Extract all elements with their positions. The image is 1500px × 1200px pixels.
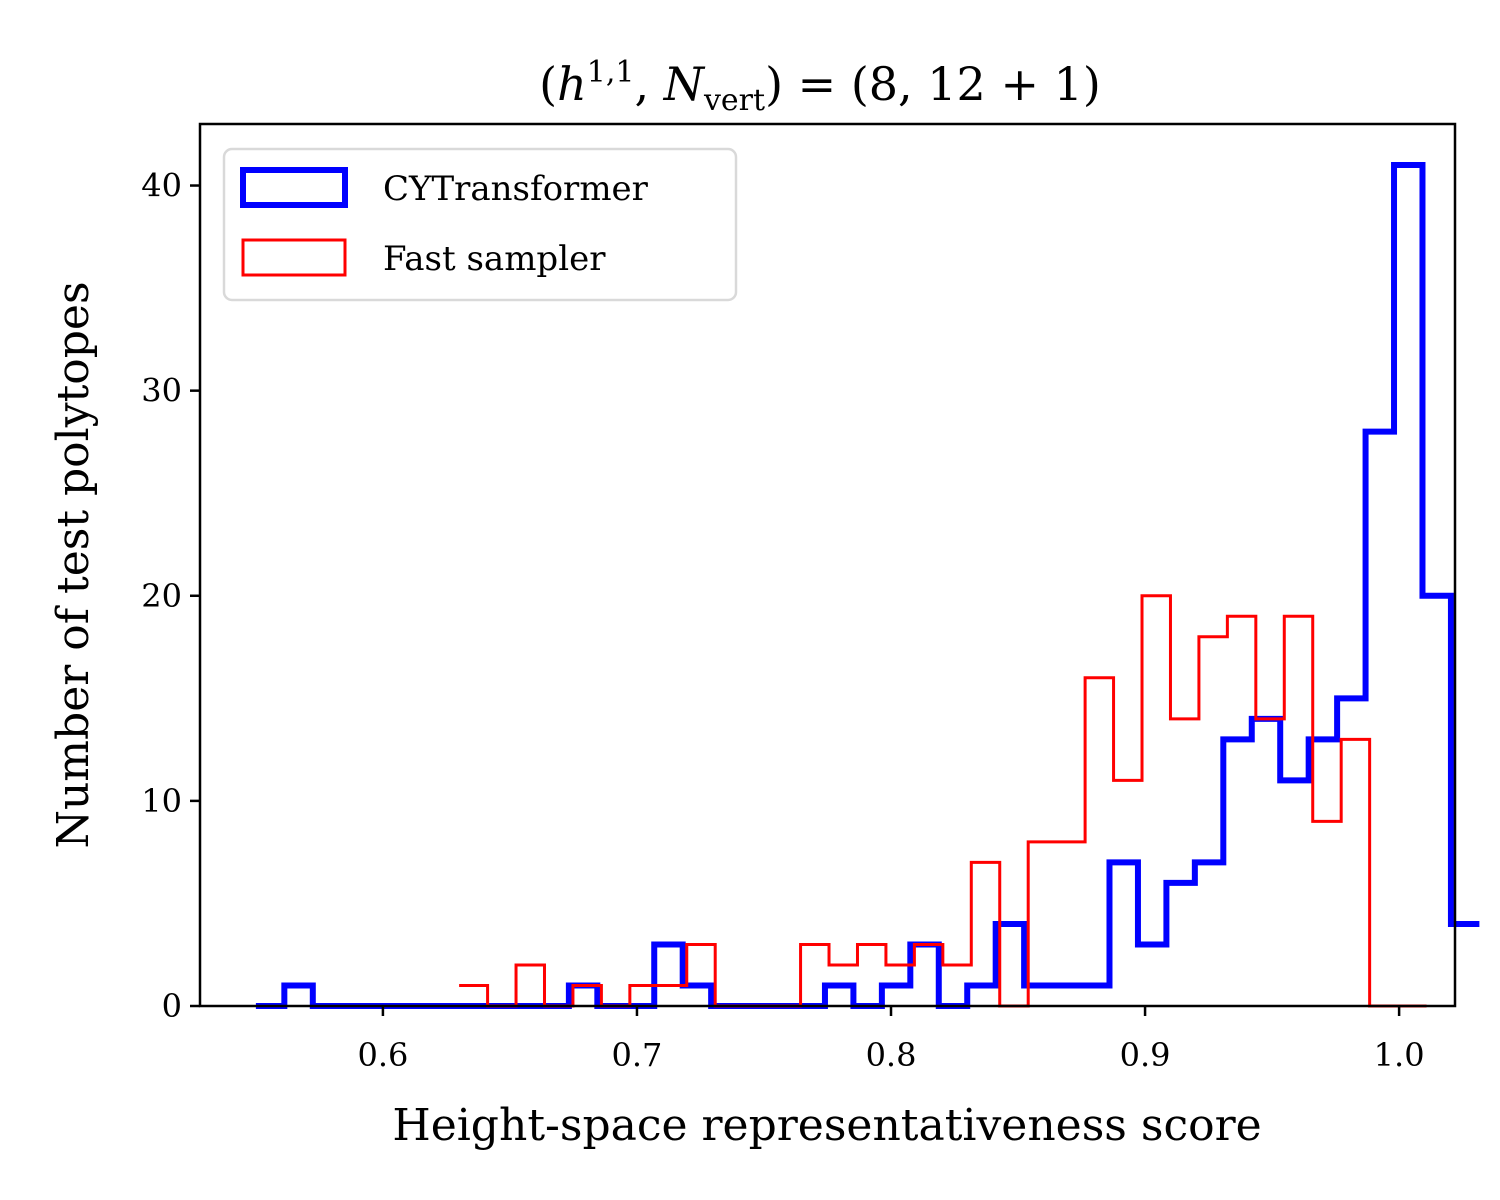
y-tick-label: 0	[162, 987, 182, 1025]
legend: CYTransformer Fast sampler	[222, 147, 738, 302]
y-tick-label: 30	[141, 372, 182, 410]
y-axis-title: Number of test polytopes	[48, 281, 99, 848]
legend-label-fast-sampler: Fast sampler	[383, 239, 606, 279]
x-tick-label: 0.6	[357, 1036, 408, 1074]
x-tick-label: 0.8	[866, 1036, 917, 1074]
x-tick-label: 0.9	[1120, 1036, 1171, 1074]
chart-title: (h1,1, Nvert) = (8, 12 + 1)	[539, 55, 1101, 118]
x-tick-label: 0.7	[612, 1036, 663, 1074]
legend-box	[222, 147, 738, 302]
x-tick-label: 1.0	[1374, 1036, 1425, 1074]
y-tick-label: 40	[141, 167, 182, 205]
y-tick-label: 10	[141, 782, 182, 820]
plot-frame	[198, 122, 1457, 1008]
x-axis-title: Height-space representativeness score	[392, 1100, 1261, 1151]
legend-swatch-fast-sampler	[241, 238, 347, 277]
ticks-layer: 0.6 0.7 0.8 0.9 1.0 0 10 20 30 40	[141, 167, 1424, 1074]
y-tick-label: 20	[141, 577, 182, 615]
legend-label-cytransformer: CYTransformer	[383, 169, 649, 209]
legend-swatch-cytransformer	[240, 167, 348, 208]
